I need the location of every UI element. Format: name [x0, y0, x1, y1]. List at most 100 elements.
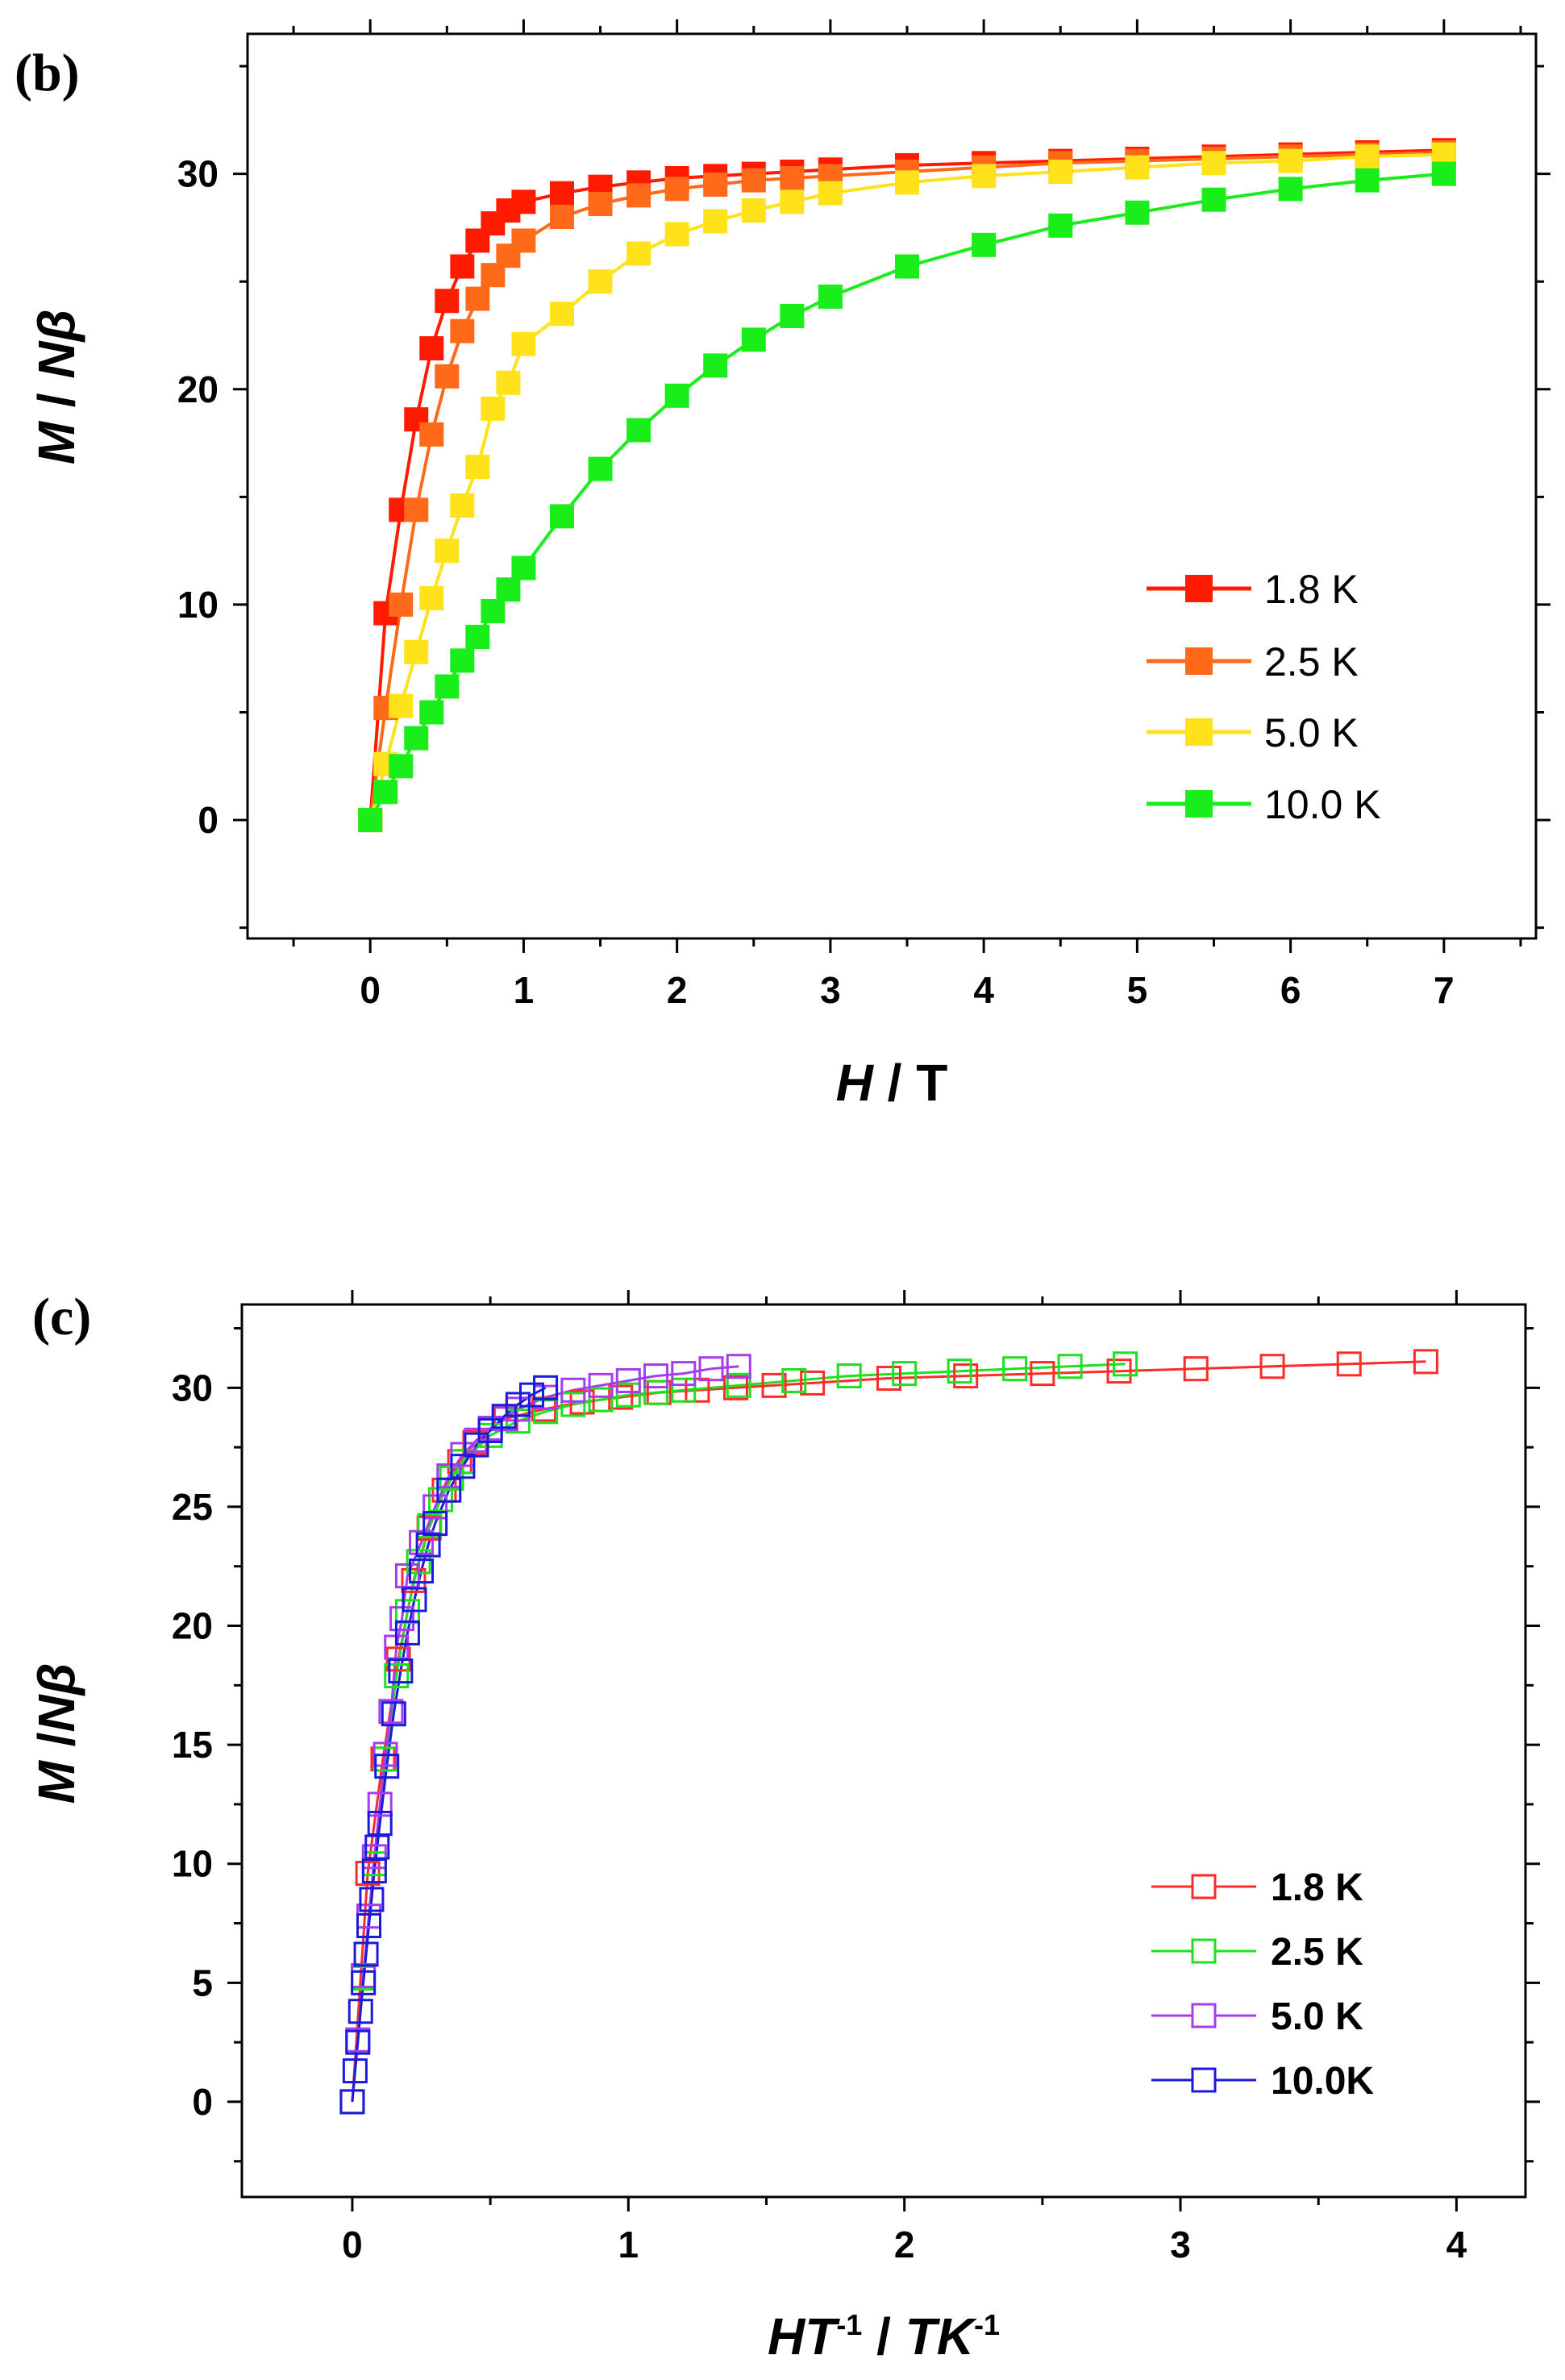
- panel-b-series-2-point: [626, 241, 651, 266]
- panel-b-series-2-point: [895, 170, 920, 195]
- panel-c-y-title-beta: β: [27, 1663, 85, 1697]
- panel-b-series-1-point: [435, 364, 460, 389]
- panel-b-legend-marker-1: [1185, 575, 1213, 602]
- panel-b-series-0-point: [511, 189, 536, 214]
- panel-b-series-2-point: [1201, 151, 1226, 176]
- panel-c-y-title-sep: /: [27, 1732, 85, 1761]
- panel-c-series-2-point: [378, 1699, 404, 1725]
- panel-c-series-3-point: [518, 1382, 544, 1408]
- panel-b-series-3-point: [1048, 213, 1073, 238]
- panel-c-series-2-point: [671, 1361, 697, 1387]
- panel-c-series-2-point: [409, 1529, 435, 1555]
- panel-b-series-2-point: [588, 269, 613, 294]
- panel-c-series-3-point: [342, 2058, 368, 2084]
- panel-b-plot-frame: [246, 32, 1538, 940]
- panel-c-series-3-point: [394, 1620, 420, 1646]
- panel-c-series-3-point: [359, 1887, 385, 1912]
- panel-c-legend-marker-1: [1191, 1874, 1217, 1899]
- panel-b-series-0-point: [419, 336, 444, 361]
- panel-b-x-tick-label: 6: [1280, 969, 1301, 1011]
- panel-b-series-1-point: [588, 192, 613, 217]
- panel-c-series-3-point: [388, 1658, 414, 1684]
- panel-b-series-3-point: [549, 504, 574, 529]
- panel-b-series-1-point: [450, 318, 475, 343]
- panel-b-series-3-point: [780, 303, 805, 328]
- panel-c-series-0-point: [685, 1377, 710, 1403]
- panel-c-y-tick-label: 5: [192, 1962, 213, 2003]
- panel-c-series-0-point: [401, 1567, 427, 1593]
- panel-c-x-tick-label: 0: [342, 2224, 363, 2266]
- panel-b-x-title-unit: / T: [873, 1054, 947, 1112]
- panel-c-series-3-point: [351, 1970, 377, 1995]
- panel-c-series-1-point: [671, 1377, 697, 1403]
- panel-c-series-0-point: [1183, 1356, 1209, 1382]
- panel-c-series-2-point: [367, 1791, 393, 1817]
- panel-c-series-3-point: [361, 1858, 387, 1884]
- panel-c-series-3-point: [353, 1941, 379, 1967]
- panel-c-series-3-point: [436, 1477, 462, 1503]
- panel-b-legend-label-4: 10.0 K: [1264, 782, 1381, 827]
- panel-c-series-2-point: [615, 1367, 641, 1393]
- panel-b-series-3-point: [703, 353, 728, 378]
- panel-c-x-title-sup1: -1: [836, 2308, 862, 2341]
- panel-b-series-1-point: [664, 177, 689, 202]
- panel-b-series-1-point: [404, 497, 429, 522]
- panel-b-series-3-point: [1431, 161, 1456, 186]
- panel-c-series-2-point: [643, 1363, 669, 1389]
- panel-b-series-2-point: [1048, 159, 1073, 184]
- panel-c-x-title-ht: HT: [768, 2307, 840, 2365]
- panel-c-series-3-point: [477, 1417, 503, 1443]
- panel-c-series-3-point: [422, 1511, 448, 1537]
- panel-b-series-3-point: [741, 327, 766, 352]
- panel-b-series-1-point: [741, 168, 766, 193]
- panel-c-series-1-point: [1002, 1356, 1028, 1382]
- panel-c-legend-label-2: 2.5 K: [1271, 1931, 1363, 1974]
- panel-b-series-3-point: [626, 418, 651, 443]
- panel-b-series-group: [358, 138, 1456, 833]
- panel-c-series-2-point: [422, 1494, 448, 1520]
- panel-b-series-2-point: [972, 164, 997, 189]
- panel-b-series-1-point: [549, 205, 574, 230]
- panel-b-series-2-point: [389, 693, 414, 718]
- panel-b-y-tick-label: 30: [177, 153, 219, 195]
- panel-b: (b) 0 1 2 3 4 5 6 7 0 10 20 30 H / T M / Nβ 1.8 K 2…: [15, 19, 1550, 1112]
- panel-b-series-2-point: [664, 222, 689, 247]
- panel-c-legend-marker-3: [1191, 2003, 1217, 2028]
- panel-c-series-1-point: [615, 1382, 641, 1408]
- panel-c-series-3-point: [409, 1558, 435, 1584]
- panel-b-series-2-point: [511, 331, 536, 356]
- panel-c-series-2-point: [588, 1372, 614, 1398]
- panel-c-x-tick-label: 4: [1446, 2224, 1467, 2266]
- panel-c-series-3-point: [364, 1834, 390, 1860]
- panel-b-series-0-point: [549, 181, 574, 206]
- panel-c-series-2-point: [436, 1463, 462, 1489]
- panel-c-y-tick-label: 10: [172, 1843, 213, 1885]
- panel-b-series-3-point: [1201, 187, 1226, 212]
- panel-c-y-tick-label: 20: [172, 1605, 213, 1647]
- panel-c-series-1-point: [384, 1663, 410, 1689]
- panel-c-series-line-0: [351, 1360, 1426, 2103]
- panel-c-series-1-point: [947, 1359, 972, 1384]
- panel-c-series-2-point: [394, 1563, 420, 1589]
- panel-b-legend-marker-3: [1185, 718, 1213, 746]
- panel-c-x-tick-label: 2: [894, 2224, 915, 2266]
- panel-c-axis-ticks: 0 1 2 3 4 0 5 10 15 20 25 30: [172, 1290, 1540, 2266]
- panel-c-series-0-point: [1106, 1359, 1132, 1384]
- panel-c-series-1-point: [588, 1387, 614, 1413]
- panel-b-series-1-point: [511, 228, 536, 253]
- panel-b-series-1-point: [419, 422, 444, 447]
- panel-b-series-3-point: [895, 254, 920, 279]
- panel-b-series-3-point: [358, 808, 383, 833]
- panel-c-series-3-point: [402, 1587, 427, 1612]
- panel-c-series-2-point: [361, 1844, 387, 1870]
- panel-b-series-3-point: [481, 598, 506, 623]
- panel-b-series-2-point: [481, 396, 506, 421]
- panel-b-y-tick-label: 20: [177, 368, 219, 410]
- panel-c-legend-label-4: 10.0K: [1271, 2060, 1374, 2103]
- panel-b-series-3-point: [389, 754, 414, 779]
- panel-c-series-line-1: [351, 1363, 1126, 2103]
- panel-b-y-tick-label: 0: [198, 799, 219, 841]
- panel-b-series-1-point: [780, 165, 805, 190]
- panel-b-series-3-point: [496, 577, 521, 602]
- panel-c-series-3-point: [464, 1432, 489, 1458]
